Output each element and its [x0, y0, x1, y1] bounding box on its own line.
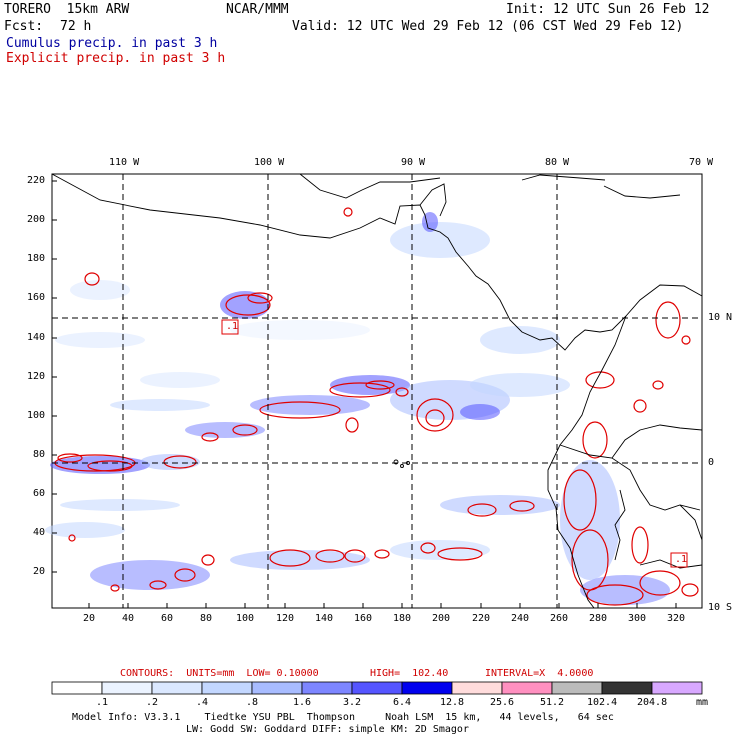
x-tick-label: 80 — [200, 613, 213, 624]
x-tick-label: 320 — [667, 613, 686, 624]
colorbar-swatch — [651, 681, 703, 695]
forecast-hour: 72 h — [60, 19, 92, 34]
colorbar-swatch — [501, 681, 553, 695]
colorbar-tick-label: 3.2 — [343, 697, 362, 708]
colorbar-swatch — [301, 681, 353, 695]
valid-time: Valid: 12 UTC Wed 29 Feb 12 (06 CST Wed … — [292, 19, 684, 34]
y-tick-label: 100 — [27, 410, 46, 421]
x-tick-label: 20 — [83, 613, 96, 624]
contour-high: HIGH= 102.40 — [370, 668, 449, 679]
colorbar-tick-label: 204.8 — [637, 697, 668, 708]
lat-label: 10 S — [708, 602, 733, 613]
x-tick-label: 160 — [354, 613, 373, 624]
colorbar-swatch — [51, 681, 103, 695]
colorbar-swatch — [351, 681, 403, 695]
organization-label: NCAR/MMM — [226, 2, 289, 17]
colorbar-swatch — [151, 681, 203, 695]
colorbar-tick-label: .1 — [96, 697, 109, 708]
model-info: Model Info: V3.3.1 Tiedtke YSU PBL Thomp… — [72, 712, 614, 723]
x-tick-label: 40 — [122, 613, 135, 624]
low-marker-box — [670, 552, 688, 568]
lat-lon-gridlines — [52, 174, 702, 608]
y-tick-label: 180 — [27, 253, 46, 264]
contour-interval: INTERVAL=X 4.0000 — [485, 668, 594, 679]
x-tick-label: 240 — [511, 613, 530, 624]
x-tick-label: 180 — [393, 613, 412, 624]
physics-info: LW: Godd SW: Goddard DIFF: simple KM: 2D… — [186, 724, 469, 735]
x-tick-label: 260 — [550, 613, 569, 624]
lat-label: 0 — [708, 457, 715, 468]
y-tick-label: 20 — [33, 566, 46, 577]
y-tick-label: 160 — [27, 292, 46, 303]
lat-label: 10 N — [708, 312, 733, 323]
x-tick-label: 220 — [472, 613, 491, 624]
cumulus-precip-shading — [45, 212, 670, 605]
explicit-precip-contours — [54, 207, 699, 606]
model-title: TORERO 15km ARW — [4, 2, 130, 17]
box-label: .1 — [226, 321, 239, 332]
colorbar-tick-label: .4 — [196, 697, 209, 708]
axis-ticks — [52, 180, 677, 608]
colorbar-swatch — [401, 681, 453, 695]
colorbar-tick-label: .2 — [146, 697, 159, 708]
x-tick-label: 60 — [161, 613, 174, 624]
init-time: Init: 12 UTC Sun 26 Feb 12 — [506, 2, 710, 17]
colorbar-units: mm — [696, 697, 709, 708]
y-tick-label: 140 — [27, 332, 46, 343]
cumulus-legend: Cumulus precip. in past 3 h — [6, 36, 218, 51]
colorbar-tick-label: 25.6 — [490, 697, 515, 708]
y-tick-label: 40 — [33, 527, 46, 538]
colorbar-swatch — [251, 681, 303, 695]
lon-label: 90 W — [401, 157, 426, 168]
colorbar-swatch — [451, 681, 503, 695]
colorbar-swatch — [201, 681, 253, 695]
explicit-legend: Explicit precip. in past 3 h — [6, 51, 226, 66]
low-marker-box — [221, 319, 239, 335]
x-tick-label: 300 — [628, 613, 647, 624]
x-tick-label: 200 — [432, 613, 451, 624]
coastlines — [51, 173, 703, 609]
colorbar-tick-label: 51.2 — [540, 697, 565, 708]
lon-label: 100 W — [254, 157, 285, 168]
colorbar-tick-label: 12.8 — [440, 697, 465, 708]
colorbar — [51, 681, 703, 695]
y-tick-label: 120 — [27, 371, 46, 382]
colorbar-swatch — [601, 681, 653, 695]
y-tick-label: 60 — [33, 488, 46, 499]
lon-label: 110 W — [109, 157, 140, 168]
colorbar-tick-label: 102.4 — [587, 697, 618, 708]
y-tick-label: 220 — [27, 175, 46, 186]
colorbar-swatch — [101, 681, 153, 695]
y-tick-label: 80 — [33, 449, 46, 460]
x-tick-label: 280 — [589, 613, 608, 624]
x-tick-label: 120 — [276, 613, 295, 624]
lon-label: 70 W — [689, 157, 714, 168]
forecast-label: Fcst: — [4, 19, 44, 34]
colorbar-swatch — [551, 681, 603, 695]
x-tick-label: 140 — [315, 613, 334, 624]
y-tick-label: 200 — [27, 214, 46, 225]
box-label: .1 — [675, 554, 688, 565]
colorbar-tick-label: 1.6 — [293, 697, 312, 708]
colorbar-tick-label: 6.4 — [393, 697, 412, 708]
x-tick-label: 100 — [236, 613, 255, 624]
contour-units: CONTOURS: UNITS=mm LOW= 0.10000 — [120, 668, 319, 679]
lon-label: 80 W — [545, 157, 570, 168]
colorbar-tick-label: .8 — [246, 697, 259, 708]
